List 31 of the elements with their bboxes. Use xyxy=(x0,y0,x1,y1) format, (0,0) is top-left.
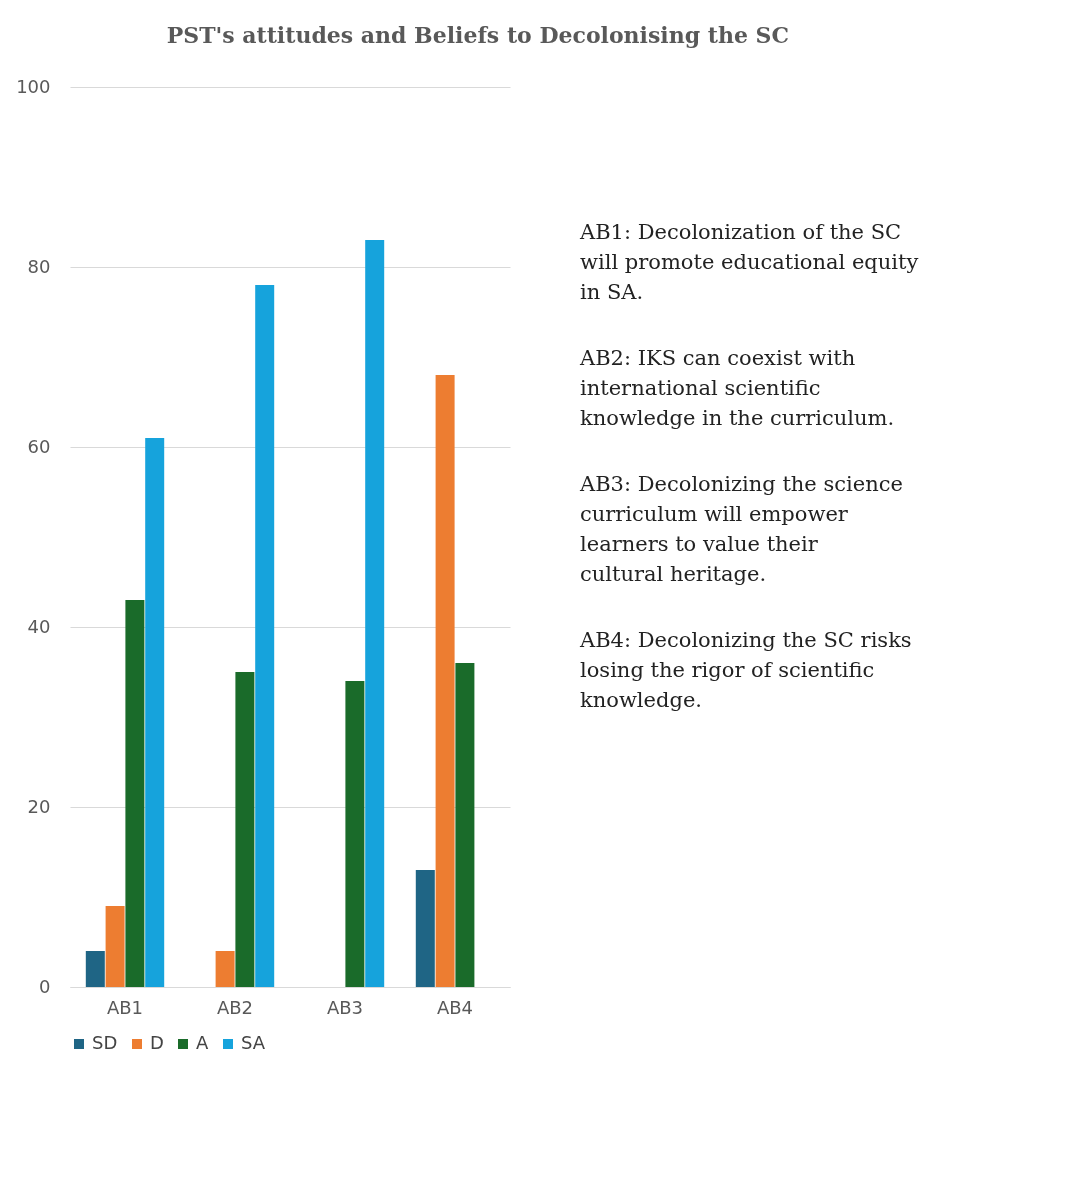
y-tick-label: 60 xyxy=(27,435,51,457)
text: AB3: Decolonizing the science curriculum will empower learners to value their cultural heritage. xyxy=(579,472,903,586)
x-tick-label: AB4 xyxy=(436,996,474,1018)
x-tick-label: AB1 xyxy=(106,996,144,1018)
x-tick-label: AB3 xyxy=(326,996,364,1018)
y-tick-label: 40 xyxy=(27,615,51,637)
text: AB2: IKS can coexist with international scientific knowledge in the curriculum. xyxy=(579,346,895,430)
x-tick-label: AB2 xyxy=(216,996,254,1018)
bar xyxy=(435,375,455,987)
legend-label: SA xyxy=(241,1032,266,1053)
legend-label: A xyxy=(196,1032,209,1053)
bar xyxy=(105,906,125,987)
legend-label: D xyxy=(150,1032,164,1053)
y-tick-label: 100 xyxy=(16,75,51,97)
bar xyxy=(255,285,275,987)
chart-title: PST's attitudes and Beliefs to Decolonising the SC xyxy=(166,22,789,48)
bar xyxy=(235,672,255,987)
bar xyxy=(125,600,145,987)
y-tick-label: 20 xyxy=(27,795,51,817)
text: AB4: Decolonizing the SC risks losing the rigor of scientific knowledge. xyxy=(579,628,912,712)
bar xyxy=(415,870,435,987)
bar xyxy=(345,681,365,987)
y-tick-label: 80 xyxy=(27,255,51,277)
bar xyxy=(85,951,105,987)
y-tick-label: 0 xyxy=(39,975,51,997)
legend-label: SD xyxy=(92,1032,118,1053)
bar xyxy=(215,951,235,987)
bar xyxy=(365,240,385,987)
text: AB1: Decolonization of the SC will promote educational equity in SA. xyxy=(579,220,919,304)
bar xyxy=(455,663,475,987)
bar xyxy=(145,438,165,987)
